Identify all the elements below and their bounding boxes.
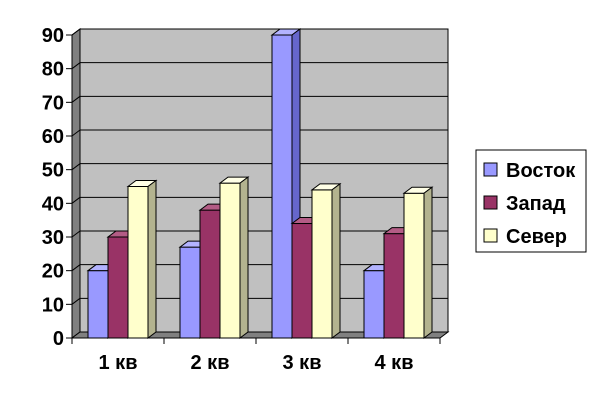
bar [291,223,313,339]
bar [271,34,293,339]
bar [199,209,221,339]
gridline-side [71,95,81,103]
side-wall [71,28,81,339]
bar [363,270,385,339]
gridline-side [71,196,81,204]
legend: Восток Запад Север [475,149,587,253]
gridline-side [71,62,81,70]
x-tick-label: 2 кв [191,352,230,374]
bar [107,236,129,339]
bar [179,246,201,339]
gridline-side [71,28,81,36]
bar [311,189,333,339]
y-tick-label: 10 [42,294,64,316]
x-tick-label: 4 кв [375,352,414,374]
bar [383,233,405,339]
gridline-side [71,230,81,238]
legend-swatch [483,162,498,177]
y-tick-label: 40 [42,193,64,215]
gridline-side [71,163,81,171]
bar-side [423,186,433,339]
y-tick-label: 60 [42,126,64,148]
y-tick-label: 70 [42,92,64,114]
legend-label: Запад [506,193,566,215]
x-axis: 1 кв 2 кв 3 кв 4 кв [71,337,441,374]
legend-label: Север [506,226,567,248]
legend-swatch [483,228,498,243]
gridline-side [71,264,81,272]
legend-swatch [483,195,498,210]
y-tick-label: 30 [42,227,64,249]
bar [87,270,109,339]
bar-side [147,179,157,339]
y-tick-label: 80 [42,59,64,81]
x-tick-label: 1 кв [99,352,138,374]
y-tick-label: 20 [42,261,64,283]
y-tick-label: 0 [53,328,64,350]
bar-side [239,176,249,339]
y-tick-label: 90 [42,25,64,47]
gridline-side [71,297,81,305]
gridline-side [71,129,81,137]
y-axis: 0 10 20 30 40 50 60 70 80 90 [42,25,73,350]
bar [403,192,425,339]
x-tick-label: 3 кв [283,352,322,374]
bar [127,186,149,339]
bar [219,182,241,339]
y-tick-label: 50 [42,160,64,182]
bar-side [331,182,341,339]
legend-label: Восток [506,160,576,182]
